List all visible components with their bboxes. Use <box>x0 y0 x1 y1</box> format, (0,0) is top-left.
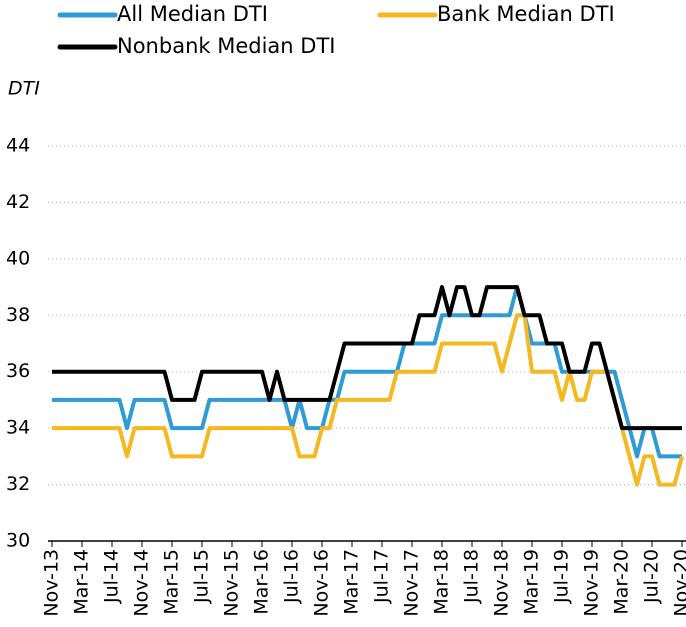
legend-label: All Median DTI <box>117 2 268 26</box>
y-tick-label: 42 <box>6 191 30 213</box>
x-tick-label: Mar-17 <box>341 549 363 615</box>
x-tick-label: Mar-20 <box>611 549 633 615</box>
x-tick-label: Nov-15 <box>221 549 243 617</box>
x-tick-label: Nov-18 <box>491 549 513 617</box>
y-tick-label: 32 <box>6 473 30 495</box>
x-tick-label: Nov-20 <box>671 549 686 617</box>
x-tick-label: Jul-17 <box>371 549 393 604</box>
x-tick-label: Mar-14 <box>71 549 93 615</box>
x-tick-label: Jul-20 <box>641 549 663 604</box>
x-tick-label: Nov-16 <box>311 549 333 617</box>
y-axis-label: DTI <box>8 78 40 100</box>
y-tick-label: 38 <box>6 304 30 326</box>
legend-label: Nonbank Median DTI <box>117 34 335 58</box>
x-tick-label: Mar-19 <box>521 549 543 615</box>
y-tick-label: 40 <box>6 247 30 269</box>
y-tick-label: 34 <box>6 417 30 439</box>
x-tick-label: Mar-16 <box>251 549 273 615</box>
x-tick-label: Jul-15 <box>191 549 213 604</box>
x-tick-label: Nov-14 <box>131 549 153 617</box>
series-line <box>52 313 684 487</box>
y-tick-label: 30 <box>6 530 30 552</box>
x-tick-label: Mar-18 <box>431 549 453 615</box>
x-tick-label: Jul-18 <box>461 549 483 604</box>
x-tick-label: Jul-14 <box>101 549 123 604</box>
x-tick-label: Mar-15 <box>161 549 183 615</box>
y-tick-label: 44 <box>6 135 30 157</box>
x-tick-label: Jul-19 <box>551 549 573 604</box>
x-tick-label: Nov-17 <box>401 549 423 617</box>
series-line <box>52 285 682 431</box>
x-tick-label: Nov-13 <box>41 549 63 617</box>
x-tick-label: Jul-16 <box>281 549 303 604</box>
x-tick-label: Nov-19 <box>581 549 603 617</box>
y-tick-label: 36 <box>6 360 30 382</box>
legend-label: Bank Median DTI <box>437 2 615 26</box>
